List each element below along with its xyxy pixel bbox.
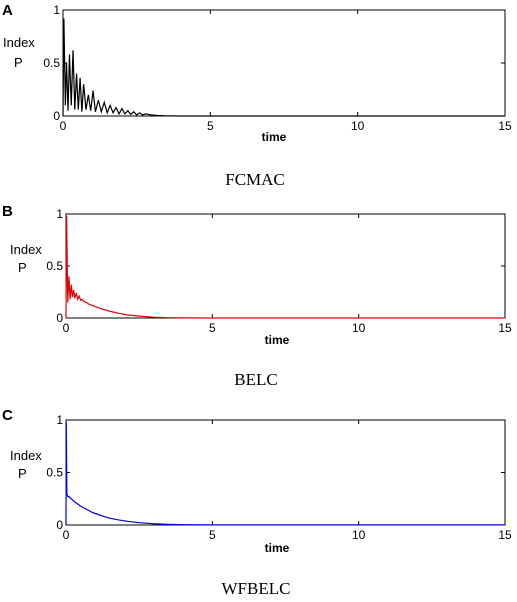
x-tick-label: 5 <box>209 321 216 335</box>
series-line <box>62 18 505 117</box>
x-tick-label: 0 <box>63 321 70 335</box>
plot-frame <box>65 213 506 319</box>
ticks: 0 5 10 15 0 0.5 1 <box>46 207 512 335</box>
y-tick-label: 0.5 <box>43 56 60 70</box>
series-line <box>65 422 505 526</box>
y-tick-label: 1 <box>53 3 60 17</box>
x-tick-label: 0 <box>63 528 70 542</box>
ticks: 0 5 10 15 0 0.5 1 <box>46 413 512 542</box>
ylabel-line-2: P <box>18 466 27 481</box>
panel-caption: WFBELC <box>222 579 291 598</box>
ylabel-line-2: P <box>18 260 27 275</box>
y-tick-label: 0.5 <box>46 259 63 273</box>
y-tick-label: 1 <box>56 207 63 221</box>
panel-c: C Index P 0 5 10 15 0 0.5 1 time WFBELC <box>2 407 512 598</box>
plot-frame <box>65 419 506 526</box>
panel-caption: BELC <box>234 370 277 389</box>
panel-caption: FCMAC <box>225 170 285 189</box>
x-tick-label: 0 <box>60 119 67 133</box>
y-tick-label: 0 <box>53 109 60 123</box>
panel-letter: A <box>2 2 13 19</box>
panel-letter: C <box>2 407 13 424</box>
y-tick-label: 1 <box>56 413 63 427</box>
xlabel: time <box>262 130 287 144</box>
plot-frame <box>62 9 506 117</box>
panel-letter: B <box>2 203 13 220</box>
ticks: 0 5 10 15 0 0.5 1 <box>43 3 512 133</box>
ylabel-line-1: Index <box>3 35 35 50</box>
x-tick-label: 10 <box>352 528 366 542</box>
ylabel-line-1: Index <box>10 448 42 463</box>
xlabel: time <box>265 541 290 555</box>
panel-a: A Index P 0 5 10 15 0 0.5 1 time FCMAC <box>2 2 512 189</box>
x-tick-label: 10 <box>352 321 366 335</box>
ylabel-line-2: P <box>14 55 23 70</box>
panel-b: B Index P 0 5 10 15 0 0.5 1 time BELC <box>2 203 512 389</box>
x-tick-label: 5 <box>209 528 216 542</box>
x-tick-label: 10 <box>351 119 365 133</box>
y-tick-label: 0 <box>56 518 63 532</box>
ylabel-line-1: Index <box>10 242 42 257</box>
x-tick-label: 5 <box>207 119 214 133</box>
series-line <box>65 216 505 319</box>
y-tick-label: 0 <box>56 311 63 325</box>
x-tick-label: 15 <box>498 321 512 335</box>
xlabel: time <box>265 333 290 347</box>
y-tick-label: 0.5 <box>46 466 63 480</box>
x-tick-label: 15 <box>498 119 512 133</box>
x-tick-label: 15 <box>498 528 512 542</box>
